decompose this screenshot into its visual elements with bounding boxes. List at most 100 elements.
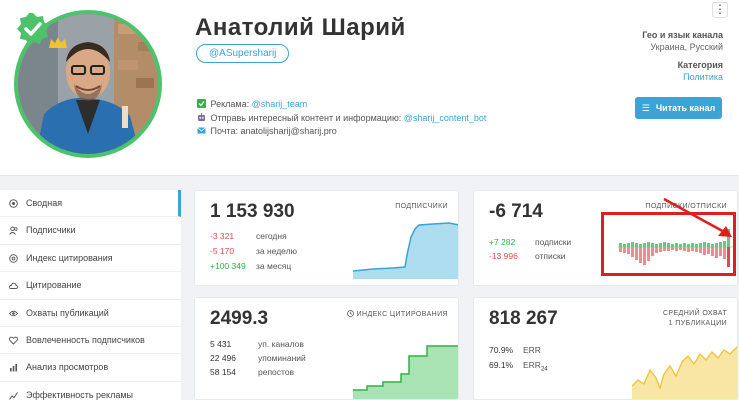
mail-contact-label: Почта:	[210, 126, 239, 136]
channels-value: 5 431	[210, 339, 232, 349]
read-channel-button-label: Читать канал	[655, 103, 716, 113]
err-value: 70.9%	[489, 345, 514, 355]
average-reach-label-line-2: 1 ПУБЛИКАЦИИ	[668, 320, 727, 327]
eye-icon	[9, 310, 18, 316]
sidebar-item-citation-index[interactable]: Индекс цитирования	[0, 245, 181, 273]
sidebar-item-view-analysis[interactable]: Анализ просмотров	[0, 354, 181, 382]
err24-subscript: 24	[540, 366, 548, 373]
sidebar-item-label: Вовлеченность подписчиков	[26, 334, 145, 345]
read-channel-button[interactable]: ☰ Читать канал	[635, 97, 722, 119]
sidebar-item-summary[interactable]: Сводная	[0, 190, 181, 218]
sidebar-item-label: Индекс цитирования	[26, 252, 113, 263]
cloud-icon	[9, 282, 18, 290]
sidebar-item-label: Эффективность рекламы	[26, 389, 134, 400]
citation-index-label-text: ИНДЕКС ЦИТИРОВАНИЯ	[356, 311, 448, 318]
robot-icon	[198, 112, 205, 121]
mentions-label: упоминаний	[258, 353, 306, 363]
reposts-value: 58 154	[210, 367, 236, 377]
sidebar-item-label: Подписчики	[26, 225, 76, 236]
channel-profile-header: Анатолий Шарий @ASupersharij Реклама: @s…	[0, 0, 739, 176]
reposts-row: 58 154 репостов	[210, 367, 294, 377]
ads-contact-row: Реклама: @sharij_team	[197, 98, 486, 112]
clock-icon	[346, 310, 354, 317]
mentions-row: 22 496 упоминаний	[210, 353, 306, 363]
verified-badge-icon	[17, 13, 49, 45]
category-block: Категория Политика	[678, 60, 723, 82]
err24-label: ERR	[523, 360, 541, 370]
mail-contact-row: Почта: anatolijsharij@sharij.pro	[197, 125, 486, 139]
citation-index-value: 2499.3	[210, 308, 269, 329]
target-icon	[9, 199, 18, 208]
subscribers-card-label: ПОДПИСЧИКИ	[395, 203, 448, 210]
err24-row: 69.1% ERR24	[489, 360, 548, 373]
subs-bars	[619, 229, 730, 247]
crown-icon	[49, 37, 67, 48]
sidebar-item-subscribers[interactable]: Подписчики	[0, 217, 181, 245]
heart-icon	[9, 336, 18, 345]
category-label: Категория	[677, 60, 723, 70]
sidebar-item-label: Цитирование	[26, 280, 82, 291]
unsubscriptions-value: -13 996	[489, 251, 518, 261]
subscribers-week-value: -5 170	[210, 246, 235, 256]
chart-icon	[9, 391, 18, 400]
average-reach-card-label: СРЕДНИЙ ОХВАТ 1 ПУБЛИКАЦИИ	[663, 309, 727, 329]
subscribers-month-label: за месяц	[256, 261, 292, 271]
unsubs-bars	[619, 247, 730, 267]
subs-unsubs-total: -6 714	[489, 201, 543, 222]
citation-index-sparkline	[353, 345, 458, 399]
unsubscriptions-row: -13 996 отписки	[489, 251, 566, 261]
subscribers-today-row: -3 321 сегодня	[210, 231, 287, 241]
avatar-container	[14, 10, 162, 162]
channel-handle-link[interactable]: @ASupersharij	[196, 44, 290, 63]
users-icon	[9, 226, 18, 236]
subscriptions-value: +7 282	[489, 237, 516, 247]
subscribers-week-label: за неделю	[256, 246, 297, 256]
channels-label: уп. каналов	[258, 339, 304, 349]
subs-unsubs-card[interactable]: -6 714 ПОДПИСКИ/ОТПИСКИ +7 282 подписки -…	[473, 190, 738, 286]
sidebar-item-label: Сводная	[26, 198, 63, 208]
subscribers-today-label: сегодня	[256, 231, 287, 241]
channel-contacts: Реклама: @sharij_team Отправь интересный…	[197, 98, 486, 139]
citation-index-card[interactable]: 2499.3 ИНДЕКС ЦИТИРОВАНИЯ 5 431 уп. канал…	[194, 297, 459, 400]
sidebar-item-citation[interactable]: Цитирование	[0, 272, 181, 300]
mail-contact-value: anatolijsharij@sharij.pro	[240, 126, 337, 136]
annotation-arrow-icon	[663, 197, 732, 237]
channel-name: Анатолий Шарий	[195, 14, 406, 41]
geo-language-block: Гео и язык канала Украина, Русский	[642, 30, 723, 52]
average-reach-sparkline	[632, 346, 737, 399]
channels-row: 5 431 уп. каналов	[210, 339, 304, 349]
highlight-box	[601, 212, 736, 276]
subscribers-total: 1 153 930	[210, 201, 295, 222]
bars-icon	[10, 364, 17, 372]
subscribers-month-row: +100 349 за месяц	[210, 261, 291, 271]
list-icon: ☰	[641, 103, 650, 113]
subs-unsubs-bar-chart	[618, 229, 734, 267]
subscribers-month-value: +100 349	[210, 261, 246, 271]
subscribers-sparkline	[353, 222, 458, 279]
sidebar-item-post-reach[interactable]: Охваты публикаций	[0, 300, 181, 327]
category-link[interactable]: Политика	[683, 72, 723, 82]
more-options-icon[interactable]: ⋮	[712, 2, 728, 18]
content-contact-label: Отправь интересный контент и информацию:	[210, 112, 402, 123]
sidebar-item-engagement[interactable]: Вовлеченность подписчиков	[0, 327, 181, 355]
unsubscriptions-label: отписки	[535, 251, 566, 261]
geo-language-value: Украина, Русский	[650, 42, 723, 52]
subs-unsubs-card-label: ПОДПИСКИ/ОТПИСКИ	[645, 203, 727, 210]
subscribers-card[interactable]: 1 153 930 ПОДПИСЧИКИ -3 321 сегодня -5 17…	[194, 190, 459, 286]
subscriptions-label: подписки	[535, 237, 572, 247]
sidebar-item-ad-efficiency[interactable]: Эффективность рекламы	[0, 382, 181, 400]
err24-value: 69.1%	[489, 360, 514, 370]
sidebar-item-label: Охваты публикаций	[26, 307, 109, 318]
err-label: ERR	[523, 345, 541, 355]
reposts-label: репостов	[258, 367, 295, 377]
ads-contact-link[interactable]: @sharij_team	[251, 99, 308, 109]
content-bot-link[interactable]: @sharij_content_bot	[403, 112, 487, 123]
mail-icon	[197, 127, 206, 134]
ads-contact-label: Реклама:	[210, 99, 250, 109]
geo-language-label: Гео и язык канала	[642, 30, 723, 40]
subscriptions-row: +7 282 подписки	[489, 237, 571, 247]
sidebar-item-label: Анализ просмотров	[26, 362, 109, 373]
average-reach-value: 818 267	[489, 308, 558, 329]
subscribers-today-value: -3 321	[210, 231, 235, 241]
average-reach-card[interactable]: 818 267 СРЕДНИЙ ОХВАТ 1 ПУБЛИКАЦИИ 70.9%…	[473, 297, 738, 400]
